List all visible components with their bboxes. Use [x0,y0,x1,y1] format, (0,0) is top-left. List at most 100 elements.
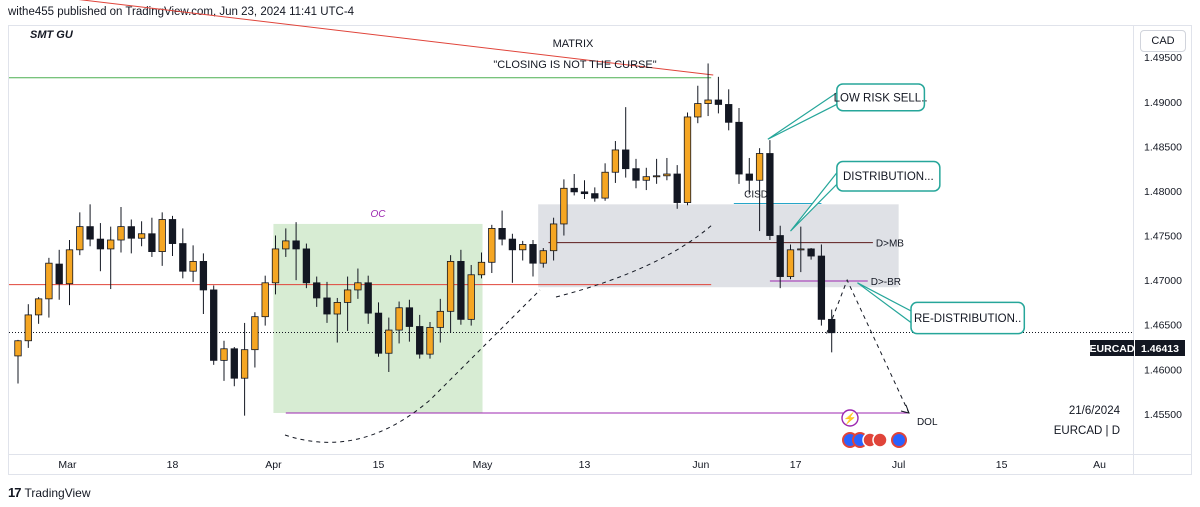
candle[interactable] [179,228,187,279]
candle[interactable] [776,225,784,289]
candle[interactable] [488,224,496,273]
candle[interactable] [519,240,527,261]
candle[interactable] [539,248,547,268]
candle[interactable] [529,240,537,277]
candle[interactable] [55,249,63,300]
candle-body [189,260,197,272]
candle[interactable] [395,301,403,344]
candle[interactable] [189,245,197,282]
event-icons[interactable]: ⚡ [841,409,907,448]
candle[interactable] [14,339,22,384]
candle[interactable] [817,244,826,326]
candle[interactable] [158,212,166,266]
premium-zone[interactable] [538,204,899,288]
candle[interactable] [786,244,795,280]
candle[interactable] [148,217,156,257]
candle-body [364,282,372,314]
candle[interactable] [271,235,280,295]
candle[interactable] [199,253,208,315]
low-risk-sell-callout[interactable]: LOW RISK SELL.. [767,83,928,140]
candle[interactable] [210,285,218,365]
candle[interactable] [642,167,650,191]
candle[interactable] [673,165,681,209]
candle[interactable] [117,207,125,253]
candle[interactable] [446,255,455,333]
currency-button[interactable]: CAD [1140,30,1186,52]
candle[interactable] [611,141,620,183]
candle[interactable] [477,252,486,279]
candle[interactable] [498,210,506,246]
candle[interactable] [683,112,692,206]
candle[interactable] [467,264,475,326]
candle[interactable] [601,163,609,201]
re-distribution-callout[interactable]: RE-DISTRIBUTION.. [857,282,1026,335]
candle[interactable] [65,240,74,306]
candle[interactable] [127,219,135,254]
candle[interactable] [34,297,43,324]
economic-event-icon-4[interactable] [872,432,888,448]
candle[interactable] [405,299,414,342]
candle[interactable] [107,226,115,290]
candle[interactable] [137,221,146,247]
candle[interactable] [354,268,362,299]
economic-event-icon-5[interactable] [891,432,907,448]
candle-body [199,260,208,291]
candle[interactable] [560,179,568,236]
projection-path[interactable] [826,278,910,414]
candle[interactable] [580,180,589,199]
candle[interactable] [745,157,753,195]
candle[interactable] [807,248,815,260]
candle[interactable] [76,212,84,256]
candle[interactable] [343,276,352,331]
candle[interactable] [797,226,805,273]
candle[interactable] [230,347,238,387]
candle[interactable] [694,85,702,124]
candle[interactable] [292,222,300,281]
candle[interactable] [24,304,32,348]
candle[interactable] [828,309,836,353]
candle[interactable] [364,275,372,324]
candle[interactable] [374,302,383,357]
candle[interactable] [333,297,341,343]
candle[interactable] [663,157,671,181]
distribution-callout[interactable]: DISTRIBUTION... [790,160,941,232]
candle-body [725,104,733,123]
footer-brand[interactable]: 17 TradingView [8,485,91,500]
candle[interactable] [261,275,269,326]
candle[interactable] [755,148,764,232]
candle[interactable] [45,257,53,318]
flash-event-icon[interactable] [841,409,859,427]
candle[interactable] [766,140,774,240]
candle[interactable] [725,89,733,131]
candle[interactable] [251,312,259,368]
candle[interactable] [735,108,743,184]
candle[interactable] [652,158,661,184]
candle[interactable] [96,223,105,272]
candle[interactable] [385,317,393,372]
candle[interactable] [570,174,578,196]
candle[interactable] [508,233,517,283]
candle[interactable] [220,340,228,381]
candle[interactable] [704,63,712,117]
candle[interactable] [168,215,177,257]
candle[interactable] [549,217,558,261]
candle[interactable] [591,187,599,202]
candle[interactable] [86,204,94,247]
smt-line[interactable] [9,0,714,76]
candle-body [498,228,506,240]
candle[interactable] [416,314,424,359]
candle[interactable] [240,322,249,416]
candle[interactable] [632,158,640,189]
candle[interactable] [282,228,290,257]
chart-subtitle: "CLOSING IS NOT THE CURSE" [493,59,656,71]
candle[interactable] [436,298,444,343]
candle[interactable] [426,322,434,359]
candle[interactable] [313,276,321,307]
candle[interactable] [714,76,723,114]
candle[interactable] [457,249,465,325]
candle-body [24,314,32,342]
candle[interactable] [622,107,630,178]
candle[interactable] [302,243,311,289]
candle[interactable] [323,281,331,323]
